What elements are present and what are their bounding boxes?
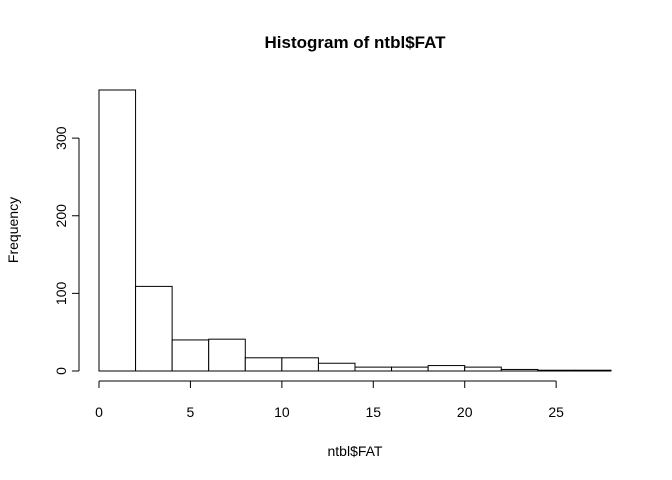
histogram-bar bbox=[98, 89, 137, 372]
histogram-bar bbox=[171, 339, 210, 372]
histogram-bars bbox=[98, 89, 612, 372]
histogram-bar bbox=[244, 357, 283, 372]
x-tick-label: 10 bbox=[274, 404, 290, 420]
y-axis-label: Frequency bbox=[5, 197, 21, 263]
histogram-bar bbox=[500, 368, 539, 372]
x-tick-label: 15 bbox=[365, 404, 381, 420]
histogram-bar bbox=[354, 366, 393, 372]
x-tick-label: 25 bbox=[548, 404, 564, 420]
histogram-bar bbox=[317, 362, 356, 372]
chart-title: Histogram of ntbl$FAT bbox=[264, 33, 446, 52]
histogram-bar bbox=[464, 366, 502, 372]
y-tick-label: 100 bbox=[53, 281, 69, 305]
histogram-bar bbox=[537, 369, 575, 372]
y-tick-label: 200 bbox=[53, 204, 69, 228]
histogram-bar bbox=[391, 366, 429, 372]
histogram-bar bbox=[573, 369, 612, 372]
x-axis: 0 5 10 15 20 25 bbox=[95, 380, 564, 420]
histogram-bar bbox=[281, 357, 319, 372]
x-axis-label: ntbl$FAT bbox=[328, 443, 383, 459]
histogram-bar bbox=[427, 365, 466, 372]
y-tick-label: 300 bbox=[53, 126, 69, 150]
y-axis: 0 100 200 300 bbox=[53, 126, 80, 375]
y-tick-label: 0 bbox=[53, 367, 69, 375]
x-tick-label: 0 bbox=[95, 404, 103, 420]
x-tick-label: 5 bbox=[187, 404, 195, 420]
histogram-bar bbox=[135, 285, 173, 372]
x-tick-label: 20 bbox=[457, 404, 473, 420]
histogram-bar bbox=[208, 338, 246, 372]
